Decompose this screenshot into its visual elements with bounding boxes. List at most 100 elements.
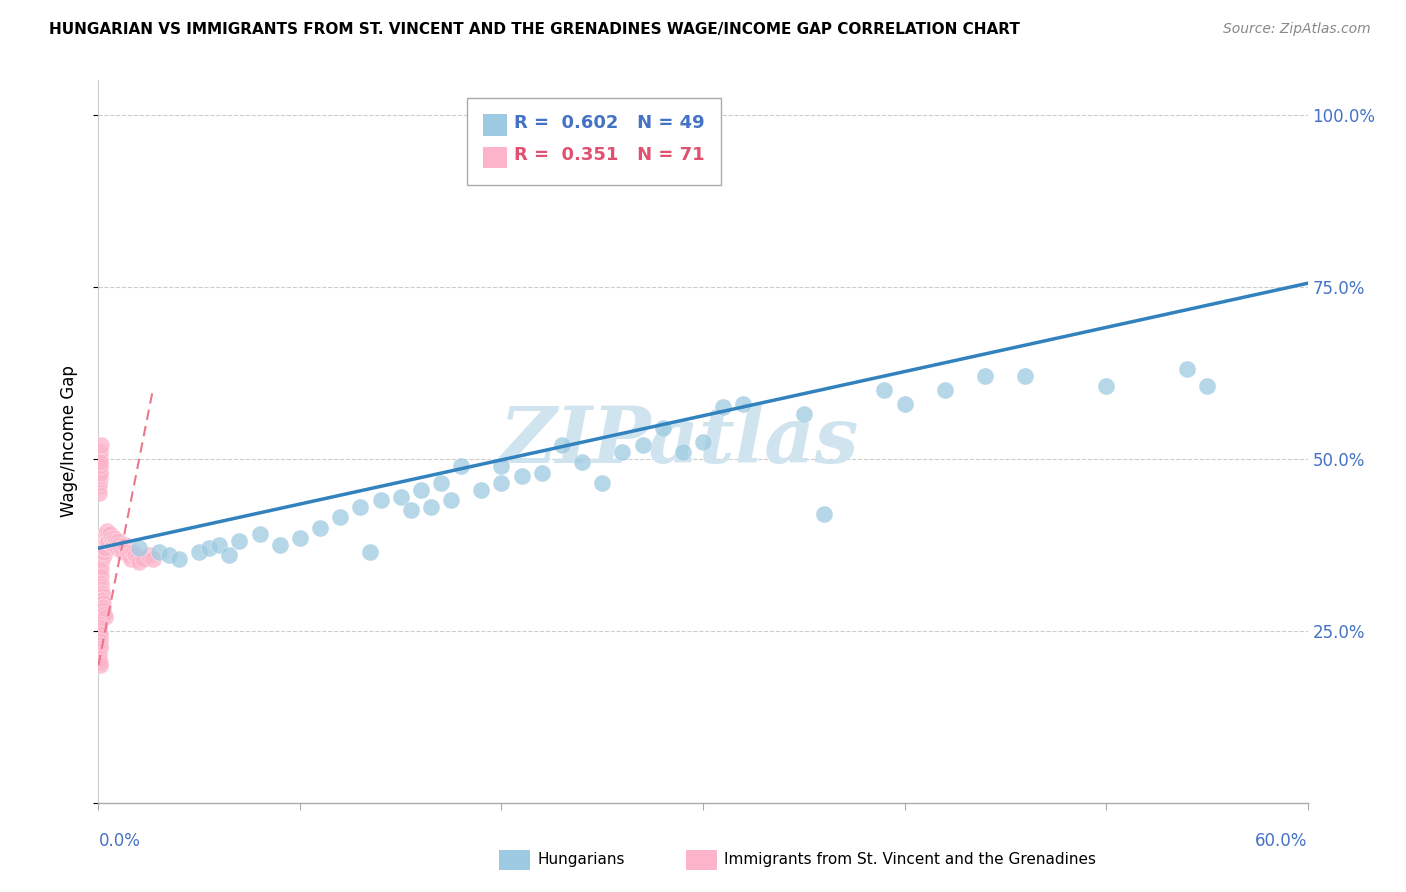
Point [491, 475, 513, 490]
Point [974, 369, 997, 384]
Point [651, 421, 673, 435]
Text: 60.0%: 60.0% [1256, 831, 1308, 850]
Point [101, 538, 124, 552]
Point [491, 458, 513, 473]
Point [96, 524, 118, 538]
Point [93, 607, 115, 621]
Point [349, 500, 371, 514]
Point [94, 541, 117, 556]
Point [89, 640, 111, 655]
Point [571, 455, 593, 469]
Point [91, 548, 114, 562]
Point [89, 445, 111, 459]
Point [89, 634, 111, 648]
Point [110, 541, 132, 556]
Point [813, 507, 835, 521]
Text: HUNGARIAN VS IMMIGRANTS FROM ST. VINCENT AND THE GRENADINES WAGE/INCOME GAP CORR: HUNGARIAN VS IMMIGRANTS FROM ST. VINCENT… [49, 22, 1021, 37]
Point [89, 648, 111, 662]
Point [94, 541, 117, 556]
Point [90, 579, 112, 593]
Point [89, 455, 111, 469]
Point [98, 527, 121, 541]
Point [269, 538, 291, 552]
Point [440, 493, 463, 508]
Point [90, 548, 112, 562]
Point [91, 544, 114, 558]
Point [793, 407, 815, 421]
Point [89, 458, 111, 473]
Point [198, 541, 221, 556]
Point [97, 534, 120, 549]
Point [90, 438, 112, 452]
Point [91, 599, 114, 614]
Point [89, 555, 111, 569]
Point [1095, 379, 1118, 393]
FancyBboxPatch shape [467, 98, 721, 185]
Point [1014, 369, 1036, 384]
Point [107, 538, 129, 552]
Point [93, 541, 115, 556]
Point [672, 445, 695, 459]
Point [94, 534, 117, 549]
Point [89, 475, 111, 490]
Point [93, 548, 115, 562]
Point [90, 555, 112, 569]
Point [93, 534, 115, 549]
Point [100, 534, 122, 549]
Point [89, 658, 111, 673]
Point [91, 538, 114, 552]
Point [873, 383, 896, 397]
Point [89, 638, 111, 652]
Point [208, 538, 231, 552]
Point [111, 544, 134, 558]
Point [93, 544, 115, 558]
Point [90, 562, 112, 576]
Point [94, 527, 117, 541]
Point [87, 472, 110, 486]
Point [89, 651, 111, 665]
Point [100, 531, 122, 545]
Point [120, 551, 142, 566]
Point [90, 586, 112, 600]
Point [91, 541, 114, 556]
Point [90, 568, 112, 582]
Point [188, 544, 211, 558]
Point [249, 527, 271, 541]
Point [711, 400, 734, 414]
Point [89, 616, 111, 631]
Point [91, 592, 114, 607]
Point [148, 544, 170, 558]
Point [591, 475, 613, 490]
Point [142, 551, 165, 566]
Point [138, 548, 160, 562]
Point [91, 541, 114, 556]
Point [91, 544, 114, 558]
Point [89, 479, 111, 493]
Point [114, 538, 136, 552]
Point [91, 592, 114, 607]
Point [91, 596, 114, 610]
Point [90, 551, 112, 566]
Point [90, 586, 112, 600]
Point [94, 534, 117, 549]
Point [89, 458, 111, 473]
Point [370, 493, 392, 508]
Y-axis label: Wage/Income Gap: Wage/Income Gap [59, 366, 77, 517]
Point [1195, 379, 1218, 393]
Point [97, 531, 120, 545]
Point [89, 548, 111, 562]
Point [91, 551, 114, 566]
Point [90, 541, 112, 556]
Point [89, 551, 111, 566]
Point [94, 531, 117, 545]
Point [91, 541, 114, 556]
Point [103, 534, 125, 549]
Point [132, 551, 155, 566]
Point [399, 503, 422, 517]
Text: R =  0.351   N = 71: R = 0.351 N = 71 [515, 146, 704, 164]
Point [89, 627, 111, 641]
Point [288, 531, 311, 545]
Point [91, 590, 114, 604]
Point [87, 624, 110, 638]
Point [89, 562, 111, 576]
